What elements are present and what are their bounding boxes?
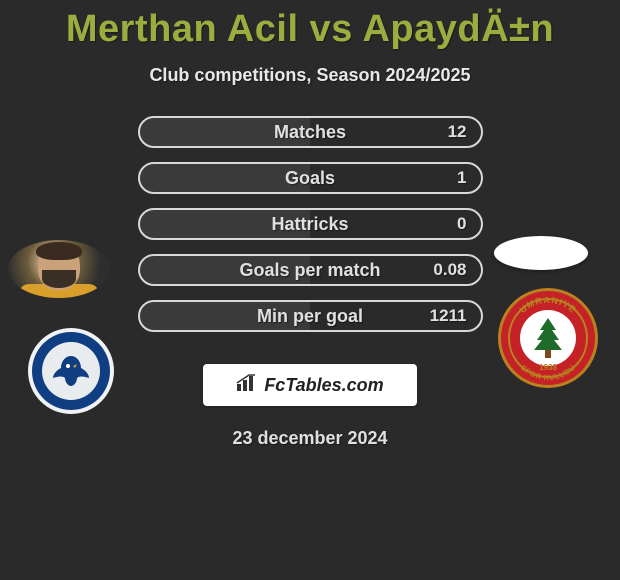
comparison-panel: UMRANIYE SPOR KULUBU 1938 Matches 12 xyxy=(0,116,620,449)
stat-value-right: 12 xyxy=(448,118,467,146)
eagle-icon xyxy=(51,352,91,390)
stats-list: Matches 12 Goals 1 Hattricks 0 Goals per… xyxy=(138,116,483,332)
source-badge-text: FcTables.com xyxy=(264,375,383,396)
club-left-crest xyxy=(28,328,114,414)
stat-row: Min per goal 1211 xyxy=(138,300,483,332)
page-title: Merthan Acil vs ApaydÄ±n xyxy=(0,0,620,51)
source-badge[interactable]: FcTables.com xyxy=(203,364,417,406)
bar-chart-icon xyxy=(236,374,258,397)
stat-value-right: 1 xyxy=(457,164,466,192)
stat-label: Matches xyxy=(140,118,481,146)
stat-label: Goals per match xyxy=(140,256,481,284)
stat-row: Matches 12 xyxy=(138,116,483,148)
stat-label: Goals xyxy=(140,164,481,192)
stat-value-right: 0.08 xyxy=(433,256,466,284)
player-right-avatar xyxy=(494,236,588,270)
player-left-avatar xyxy=(8,240,110,298)
stat-value-right: 0 xyxy=(457,210,466,238)
page-subtitle: Club competitions, Season 2024/2025 xyxy=(0,65,620,86)
stat-row: Hattricks 0 xyxy=(138,208,483,240)
stat-row: Goals per match 0.08 xyxy=(138,254,483,286)
tree-icon xyxy=(529,316,567,360)
club-right-crest: UMRANIYE SPOR KULUBU 1938 xyxy=(498,288,598,388)
generated-date: 23 december 2024 xyxy=(0,428,620,449)
stat-label: Hattricks xyxy=(140,210,481,238)
stat-row: Goals 1 xyxy=(138,162,483,194)
club-right-year: 1938 xyxy=(498,363,598,372)
stat-value-right: 1211 xyxy=(430,302,467,330)
